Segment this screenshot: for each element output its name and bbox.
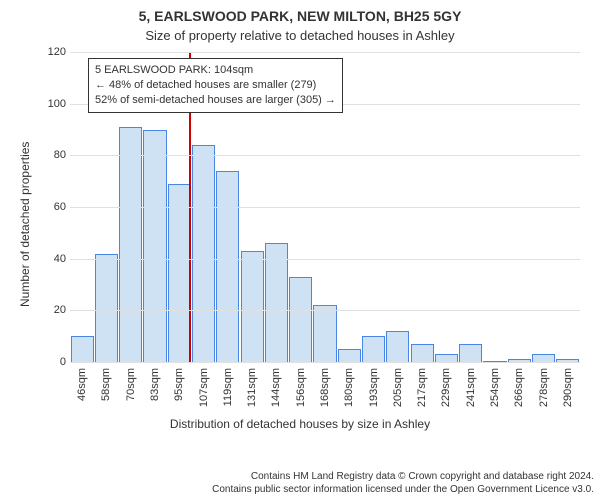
grid-line (70, 259, 580, 260)
y-tick-label: 100 (48, 98, 66, 110)
x-tick-label: 46sqm (76, 368, 88, 401)
histogram-bar (289, 277, 312, 362)
histogram-bar (71, 336, 94, 362)
histogram-bar (119, 127, 142, 362)
histogram-bar (241, 251, 264, 362)
x-tick-label: 193sqm (368, 368, 380, 407)
grid-line (70, 155, 580, 156)
histogram-bar (192, 145, 215, 362)
y-tick-label: 20 (54, 304, 66, 316)
x-tick-label: 168sqm (319, 368, 331, 407)
x-tick-label: 266sqm (513, 368, 525, 407)
chart-container: { "chart": { "type": "histogram", "title… (0, 0, 600, 500)
chart-subtitle: Size of property relative to detached ho… (0, 28, 600, 43)
histogram-bar (386, 331, 409, 362)
x-tick-label: 83sqm (149, 368, 161, 401)
x-tick-label: 58sqm (100, 368, 112, 401)
histogram-bar (459, 344, 482, 362)
footer-line-1: Contains HM Land Registry data © Crown c… (212, 470, 594, 483)
histogram-bar (95, 254, 118, 363)
x-tick-label: 107sqm (198, 368, 210, 407)
annotation-line: ← 48% of detached houses are smaller (27… (95, 78, 336, 93)
grid-line (70, 52, 580, 53)
histogram-bar (265, 243, 288, 362)
histogram-bar (532, 354, 555, 362)
y-tick-label: 120 (48, 46, 66, 58)
x-tick-label: 278sqm (538, 368, 550, 407)
x-tick-label: 254sqm (489, 368, 501, 407)
x-tick-label: 156sqm (295, 368, 307, 407)
x-tick-label: 131sqm (246, 368, 258, 407)
x-tick-label: 205sqm (392, 368, 404, 407)
x-tick-label: 217sqm (416, 368, 428, 407)
y-tick-label: 0 (60, 356, 66, 368)
x-tick-label: 70sqm (125, 368, 137, 401)
x-tick-label: 290sqm (562, 368, 574, 407)
footer-line-2: Contains public sector information licen… (212, 483, 594, 496)
annotation-line: 52% of semi-detached houses are larger (… (95, 93, 336, 108)
grid-line (70, 310, 580, 311)
histogram-bar (313, 305, 336, 362)
annotation-box: 5 EARLSWOOD PARK: 104sqm← 48% of detache… (88, 58, 343, 113)
histogram-bar (338, 349, 361, 362)
histogram-bar (435, 354, 458, 362)
annotation-line: 5 EARLSWOOD PARK: 104sqm (95, 63, 336, 78)
x-tick-label: 144sqm (270, 368, 282, 407)
y-tick-label: 40 (54, 253, 66, 265)
x-axis-label: Distribution of detached houses by size … (0, 417, 600, 431)
y-tick-label: 80 (54, 149, 66, 161)
grid-line (70, 362, 580, 363)
x-tick-label: 241sqm (465, 368, 477, 407)
grid-line (70, 207, 580, 208)
chart-title: 5, EARLSWOOD PARK, NEW MILTON, BH25 5GY (0, 8, 600, 24)
x-tick-label: 180sqm (343, 368, 355, 407)
histogram-bar (362, 336, 385, 362)
histogram-bar (216, 171, 239, 362)
y-axis-label: Number of detached properties (18, 142, 32, 307)
x-tick-label: 229sqm (440, 368, 452, 407)
histogram-bar (143, 130, 166, 363)
x-tick-label: 95sqm (173, 368, 185, 401)
footer-attribution: Contains HM Land Registry data © Crown c… (212, 470, 594, 496)
histogram-bar (168, 184, 191, 362)
y-tick-label: 60 (54, 201, 66, 213)
x-tick-label: 119sqm (222, 368, 234, 406)
histogram-bar (411, 344, 434, 362)
